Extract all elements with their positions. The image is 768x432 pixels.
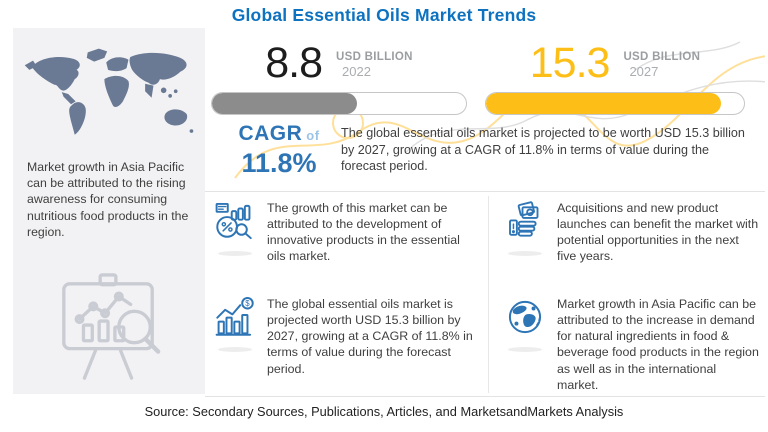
icon-shadow: [508, 347, 542, 352]
insight-card: Acquisitions and new product launches ca…: [503, 200, 759, 265]
market-summary: The global essential oils market is proj…: [341, 126, 745, 174]
market-value-2022: 8.8: [265, 38, 323, 87]
icon-shadow: [218, 347, 252, 352]
year-label: 2022: [342, 64, 371, 79]
market-size-2027: 15.3 USD BILLION 2027: [485, 38, 745, 115]
unit-label: USD BILLION: [623, 51, 701, 63]
banknote-hand-icon: [505, 201, 545, 246]
market-size-2022: 8.8 USD BILLION 2022: [211, 38, 467, 115]
progress-fill-2027: [486, 93, 721, 114]
insights-grid: The growth of this market can be attribu…: [205, 191, 765, 397]
unit-label: USD BILLION: [336, 51, 413, 63]
year-label: 2027: [629, 64, 659, 79]
insight-text: Acquisitions and new product launches ca…: [557, 201, 759, 264]
asia-pacific-note: Market growth in Asia Pacific can be att…: [27, 160, 189, 239]
insight-card: The growth of this market can be attribu…: [213, 200, 475, 265]
left-panel: Market growth in Asia Pacific can be att…: [13, 28, 205, 394]
cagr-value: 11.8%: [241, 148, 317, 178]
insight-text: The global essential oils market is proj…: [267, 297, 473, 376]
source-note: Source: Secondary Sources, Publications,…: [144, 404, 624, 419]
vertical-divider: [488, 196, 489, 393]
market-value-2027: 15.3: [529, 38, 611, 87]
bar-growth-dollar-icon: $: [214, 296, 256, 342]
cagr-label: CAGR: [238, 122, 303, 145]
world-map-icon: [21, 42, 197, 151]
icon-shadow: [218, 251, 252, 256]
progress-bar-2022: [211, 92, 467, 115]
globe-icon: [504, 300, 546, 342]
presentation-chart-magnifier-icon: [44, 271, 174, 388]
cagr-block: CAGR of 11.8%: [223, 122, 335, 179]
insight-card: Market growth in Asia Pacific can be att…: [503, 296, 759, 393]
page-title: Global Essential Oils Market Trends: [231, 5, 537, 25]
main-content: 8.8 USD BILLION 2022 15.3 USD BILLION 20…: [205, 28, 765, 397]
icon-shadow: [508, 251, 542, 256]
insight-card: $ The global essential oils market is pr…: [213, 296, 475, 377]
insight-text: Market growth in Asia Pacific can be att…: [557, 297, 759, 392]
svg-text:$: $: [245, 299, 250, 308]
progress-fill-2022: [212, 93, 357, 114]
progress-bar-2027: [485, 92, 745, 115]
cagr-of-label: of: [306, 128, 320, 143]
pie-percent-analytics-icon: [214, 202, 256, 246]
insight-text: The growth of this market can be attribu…: [267, 201, 460, 264]
